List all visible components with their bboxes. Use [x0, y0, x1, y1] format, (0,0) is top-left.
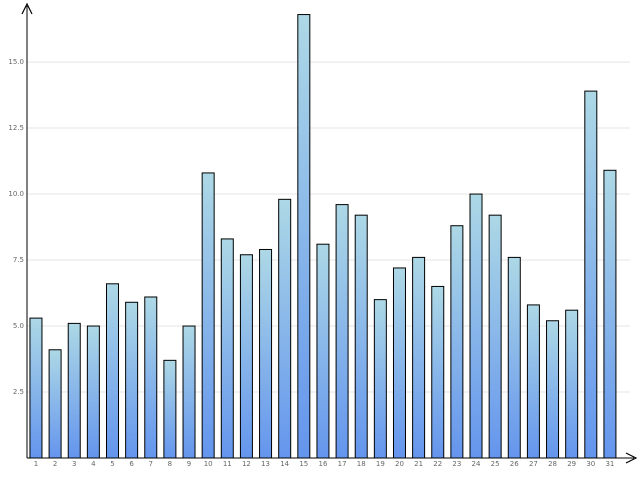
- bar: [239, 254, 253, 459]
- x-tick-label: 7: [149, 460, 153, 468]
- bar: [412, 256, 426, 459]
- x-tick-label: 6: [129, 460, 134, 468]
- bar: [201, 172, 215, 459]
- bar: [29, 317, 43, 459]
- bar: [584, 90, 598, 459]
- x-tick-label: 22: [433, 460, 442, 468]
- x-tick-label: 1: [34, 460, 38, 468]
- y-tick-label: 10.0: [8, 190, 24, 198]
- bar: [163, 359, 177, 459]
- bar: [450, 225, 464, 459]
- bar: [469, 193, 483, 459]
- x-tick-label: 16: [318, 460, 327, 468]
- bar: [297, 14, 311, 459]
- bar: [316, 243, 330, 459]
- bar: [182, 325, 196, 459]
- x-tick-label: 3: [72, 460, 76, 468]
- bar: [565, 309, 579, 459]
- x-tick-label: 29: [567, 460, 576, 468]
- bar: [392, 267, 406, 459]
- x-tick-label: 20: [395, 460, 404, 468]
- bar: [144, 296, 158, 459]
- bar: [67, 322, 81, 459]
- y-tick-label: 12.5: [8, 124, 24, 132]
- x-tick-label: 5: [110, 460, 114, 468]
- x-tick-label: 15: [299, 460, 308, 468]
- bar: [507, 256, 521, 459]
- bar: [373, 299, 387, 459]
- y-tick-label: 7.5: [13, 256, 24, 264]
- bar: [86, 325, 100, 459]
- x-tick-label: 13: [261, 460, 270, 468]
- x-tick-label: 2: [53, 460, 57, 468]
- bar: [105, 283, 119, 459]
- x-tick-label: 10: [204, 460, 213, 468]
- x-tick-label: 25: [491, 460, 500, 468]
- bar: [526, 304, 540, 459]
- bar: [125, 301, 139, 459]
- x-tick-label: 14: [280, 460, 289, 468]
- x-axis-arrow: [625, 452, 638, 464]
- bar: [48, 349, 62, 459]
- x-tick-label: 8: [168, 460, 172, 468]
- x-tick-label: 31: [605, 460, 614, 468]
- x-tick-label: 18: [357, 460, 366, 468]
- x-tick-label: 12: [242, 460, 251, 468]
- x-tick-label: 4: [91, 460, 96, 468]
- bar: [603, 169, 617, 459]
- x-tick-label: 21: [414, 460, 423, 468]
- x-tick-label: 17: [338, 460, 347, 468]
- y-axis-arrow: [21, 2, 33, 15]
- x-tick-label: 23: [452, 460, 461, 468]
- bar: [278, 198, 292, 459]
- x-tick-label: 26: [510, 460, 519, 468]
- bar: [259, 248, 273, 459]
- bar: [335, 204, 349, 459]
- x-tick-label: 9: [187, 460, 191, 468]
- x-tick-label: 27: [529, 460, 538, 468]
- x-tick-label: 30: [586, 460, 595, 468]
- bar: [354, 214, 368, 459]
- bar: [546, 320, 560, 459]
- x-tick-label: 24: [472, 460, 481, 468]
- bar: [488, 214, 502, 459]
- bar: [220, 238, 234, 459]
- x-tick-label: 11: [223, 460, 232, 468]
- bar: [431, 285, 445, 459]
- x-tick-label: 28: [548, 460, 557, 468]
- y-tick-label: 5.0: [13, 322, 24, 330]
- x-tick-label: 19: [376, 460, 385, 468]
- y-tick-label: 2.5: [13, 388, 24, 396]
- y-tick-label: 15.0: [8, 58, 24, 66]
